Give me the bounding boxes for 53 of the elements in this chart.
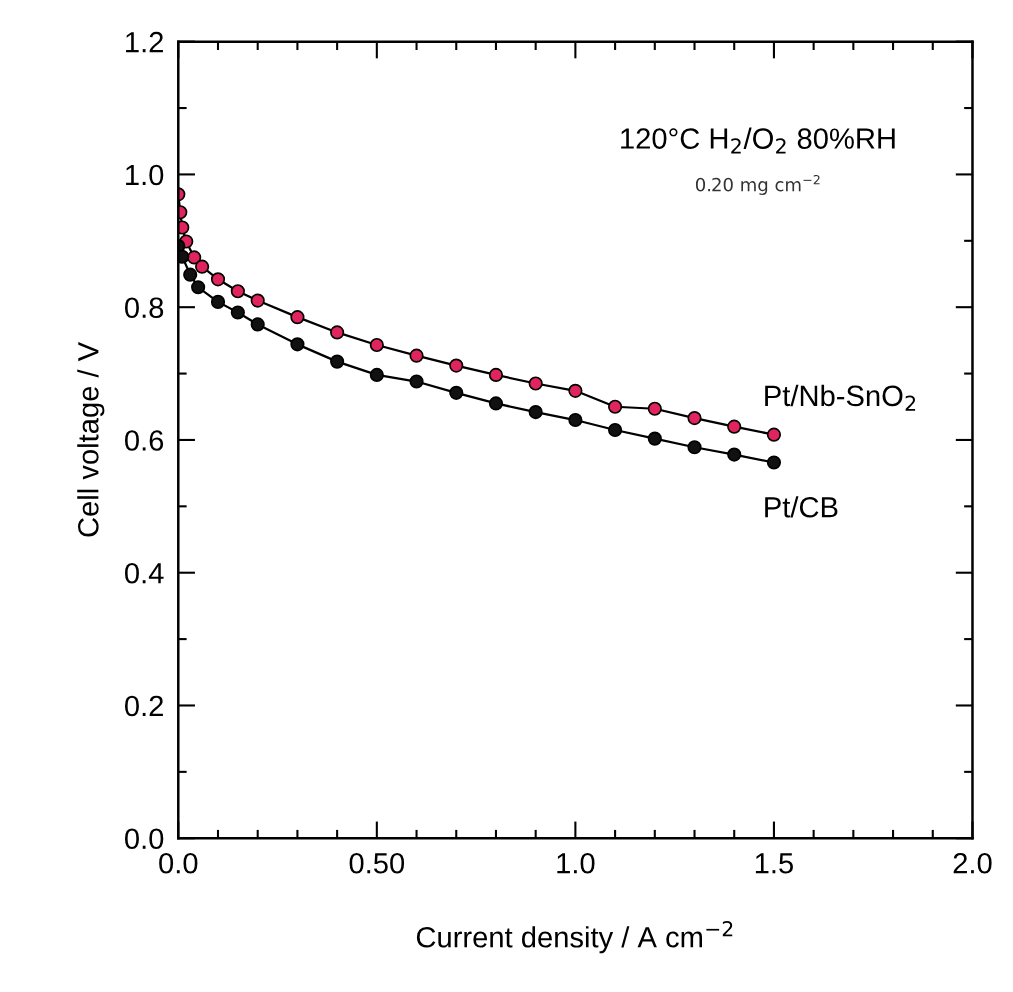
- point: [687, 440, 702, 455]
- point: [195, 259, 210, 274]
- point: [183, 267, 198, 282]
- x-tick-label: 0.0: [159, 852, 198, 874]
- point: [727, 419, 742, 434]
- annotation: 0.20 mg cm$^{−2}$: [695, 174, 820, 195]
- point: [608, 399, 623, 414]
- x-tick-label: 1.5: [755, 853, 793, 874]
- point: [647, 431, 662, 446]
- point: [330, 325, 345, 340]
- y-tick-label: 0.2: [125, 695, 163, 717]
- y-tick-label: 0.0: [125, 828, 164, 850]
- point: [488, 396, 504, 411]
- y-tick-label: 1.2: [126, 31, 163, 53]
- point: [568, 383, 583, 398]
- point: [528, 404, 543, 420]
- point: [647, 401, 662, 416]
- x-tick-label: 2.0: [953, 852, 992, 874]
- series-label: Pt/CB: [765, 496, 838, 518]
- point: [369, 337, 384, 353]
- point: [250, 317, 265, 332]
- x-tick-label: 0.50: [349, 852, 405, 874]
- point: [766, 427, 782, 442]
- point: [766, 455, 782, 470]
- point: [687, 410, 702, 426]
- point: [409, 348, 424, 363]
- y-tick-label: 0.6: [125, 430, 164, 451]
- x-axis-title: Current density / A cm$^{−2}$: [416, 920, 733, 954]
- point: [608, 422, 623, 438]
- point: [488, 367, 504, 382]
- series-label: Pt/Nb-SnO$_{2}$: [765, 384, 916, 411]
- point: [210, 294, 226, 309]
- y-tick-label: 0.4: [125, 562, 164, 584]
- x-tick-label: 1.0: [557, 852, 595, 874]
- point: [449, 358, 464, 373]
- y-tick-label: 0.8: [125, 297, 164, 319]
- point: [230, 284, 245, 299]
- point: [727, 447, 742, 462]
- y-tick-label: 1.0: [126, 164, 164, 186]
- point: [449, 385, 464, 400]
- point: [568, 412, 583, 428]
- point: [369, 367, 384, 382]
- point: [290, 310, 305, 325]
- point: [528, 376, 543, 391]
- point: [191, 280, 206, 295]
- point: [250, 293, 265, 308]
- point: [210, 272, 226, 287]
- point: [330, 354, 345, 369]
- point: [230, 305, 245, 320]
- point: [409, 374, 424, 389]
- point: [290, 337, 305, 352]
- y-axis-title: Cell voltage / V: [77, 341, 105, 537]
- annotation: 120°C H$_{2}$/O$_{2}$ 80%RH: [621, 127, 895, 154]
